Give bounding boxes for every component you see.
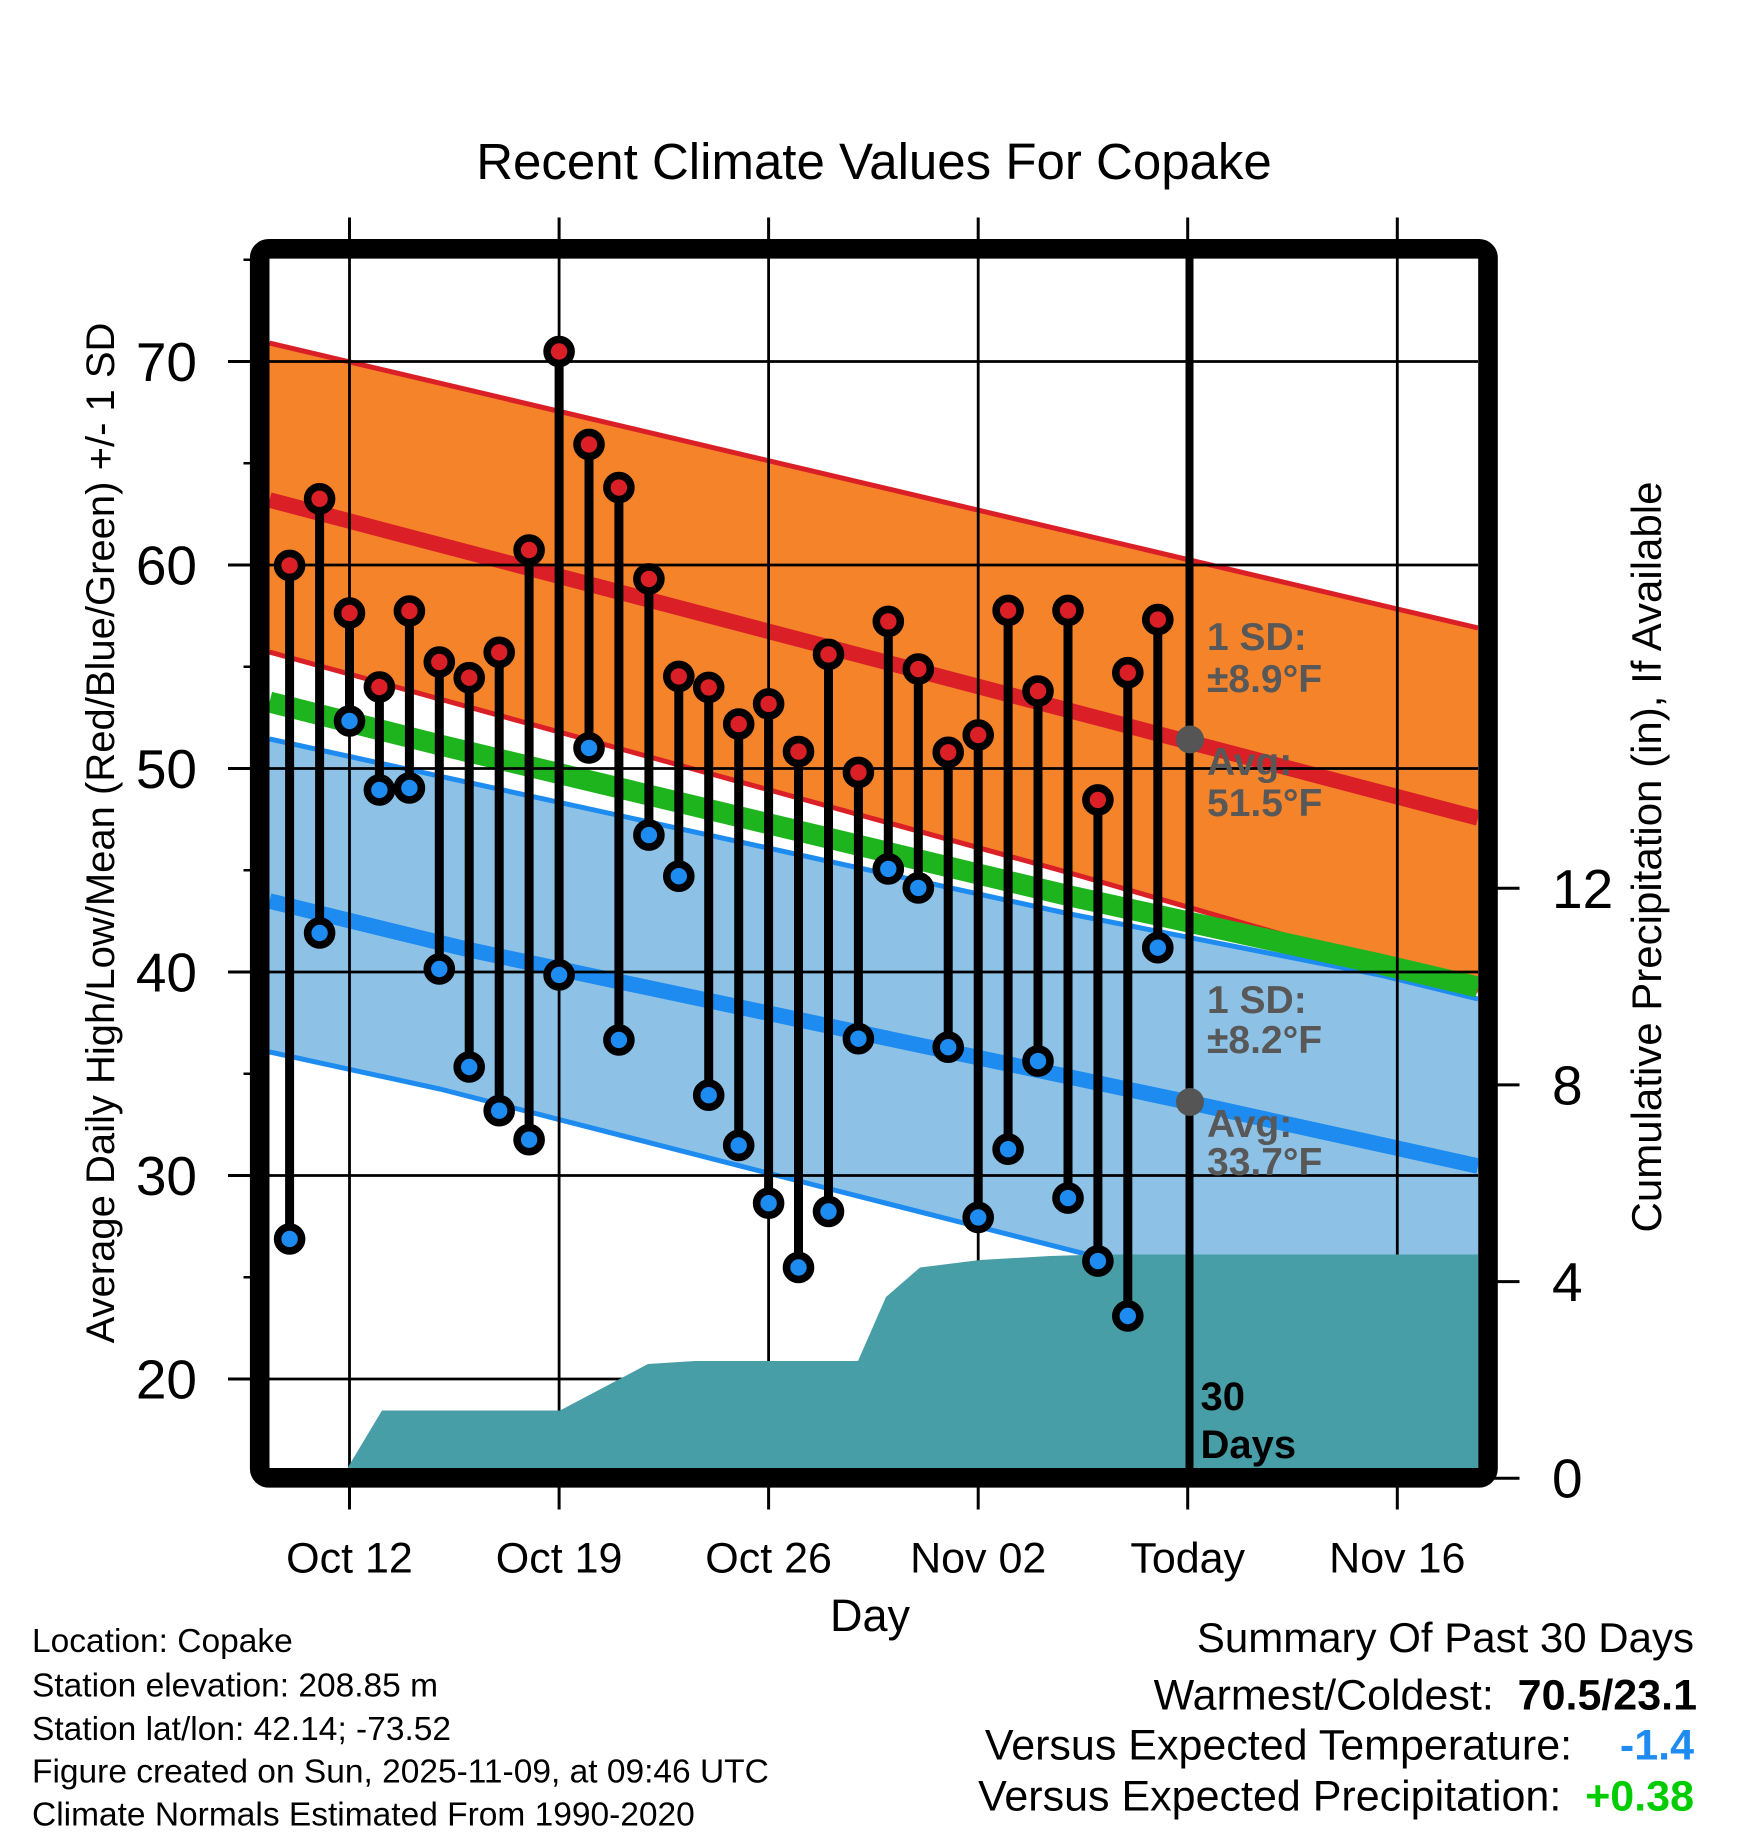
- svg-text:Cumulative Precipitation (in),: Cumulative Precipitation (in), If Availa…: [1623, 482, 1670, 1233]
- svg-text:Nov 16: Nov 16: [1329, 1535, 1465, 1583]
- svg-text:Oct 26: Oct 26: [705, 1535, 832, 1583]
- svg-text:70: 70: [136, 331, 197, 393]
- svg-text:±8.9°F: ±8.9°F: [1207, 658, 1322, 701]
- svg-text:4: 4: [1552, 1251, 1583, 1313]
- svg-text:51.5°F: 51.5°F: [1207, 782, 1322, 825]
- svg-text:Location: Copake: Location: Copake: [32, 1623, 293, 1660]
- svg-text:0: 0: [1552, 1448, 1583, 1510]
- svg-text:8: 8: [1552, 1054, 1583, 1116]
- svg-text:Avg:: Avg:: [1207, 1103, 1292, 1146]
- svg-text:50: 50: [136, 738, 197, 800]
- svg-text:20: 20: [136, 1349, 197, 1411]
- svg-text:Warmest/Coldest: 70.5/23.1: Warmest/Coldest: 70.5/23.1: [1154, 1672, 1697, 1720]
- svg-text:Figure created on Sun, 2025-11: Figure created on Sun, 2025-11-09, at 09…: [32, 1754, 769, 1791]
- svg-text:Summary Of Past 30 Days: Summary Of Past 30 Days: [1197, 1614, 1694, 1661]
- svg-text:40: 40: [136, 942, 197, 1004]
- svg-text:Day: Day: [830, 1590, 911, 1641]
- svg-text:±8.2°F: ±8.2°F: [1207, 1019, 1322, 1062]
- svg-text:12: 12: [1552, 858, 1613, 920]
- svg-text:Oct 12: Oct 12: [286, 1535, 413, 1583]
- svg-text:Recent Climate Values For Copa: Recent Climate Values For Copake: [476, 133, 1272, 190]
- svg-text:Versus Expected Precipitation:: Versus Expected Precipitation: +0.38: [978, 1773, 1694, 1821]
- svg-text:Nov 02: Nov 02: [910, 1535, 1046, 1583]
- svg-text:Versus Expected Temperature:: Versus Expected Temperature: -1.4: [985, 1722, 1694, 1770]
- svg-text:Avg:: Avg:: [1207, 741, 1292, 784]
- svg-text:Today: Today: [1130, 1535, 1245, 1583]
- svg-text:Climate Normals Estimated From: Climate Normals Estimated From 1990-2020: [32, 1797, 695, 1829]
- svg-text:30: 30: [136, 1145, 197, 1207]
- svg-text:Station lat/lon: 42.14; -73.52: Station lat/lon: 42.14; -73.52: [32, 1711, 451, 1748]
- svg-text:30: 30: [1201, 1375, 1246, 1419]
- svg-text:Oct 19: Oct 19: [496, 1535, 623, 1583]
- svg-text:1 SD:: 1 SD:: [1207, 979, 1307, 1022]
- svg-text:60: 60: [136, 535, 197, 597]
- svg-text:Station elevation: 208.85 m: Station elevation: 208.85 m: [32, 1668, 438, 1705]
- svg-text:Average Daily High/Low/Mean (R: Average Daily High/Low/Mean (Red/Blue/Gr…: [79, 323, 123, 1344]
- svg-text:33.7°F: 33.7°F: [1207, 1141, 1322, 1184]
- svg-text:1 SD:: 1 SD:: [1207, 616, 1307, 659]
- svg-text:Days: Days: [1201, 1423, 1297, 1467]
